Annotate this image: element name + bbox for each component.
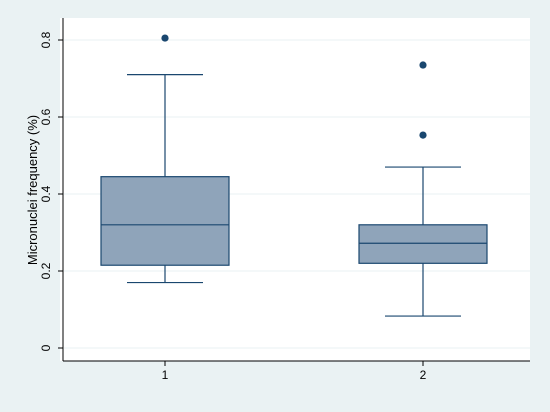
- y-tick-label: 0.4: [39, 185, 53, 202]
- boxes: [100, 34, 488, 317]
- iqr-box: [358, 224, 488, 264]
- y-axis-label: Micronuclei frequency (%): [25, 115, 40, 265]
- box-group-2: [358, 61, 488, 317]
- y-tick-label: 0.6: [39, 108, 53, 125]
- y-tick-label: 0.2: [39, 262, 53, 279]
- outlier-point: [419, 61, 427, 69]
- axes: 0 0.2 0.4 0.6 0.8 1 2: [39, 18, 530, 382]
- outlier-point: [161, 34, 169, 42]
- x-tick-label: 2: [420, 368, 427, 382]
- y-tick-label: 0.8: [39, 31, 53, 48]
- outlier-point: [419, 131, 427, 139]
- box-group-1: [100, 34, 230, 284]
- iqr-box: [100, 176, 230, 266]
- y-tick-label: 0: [39, 344, 53, 351]
- x-tick-label: 1: [162, 368, 169, 382]
